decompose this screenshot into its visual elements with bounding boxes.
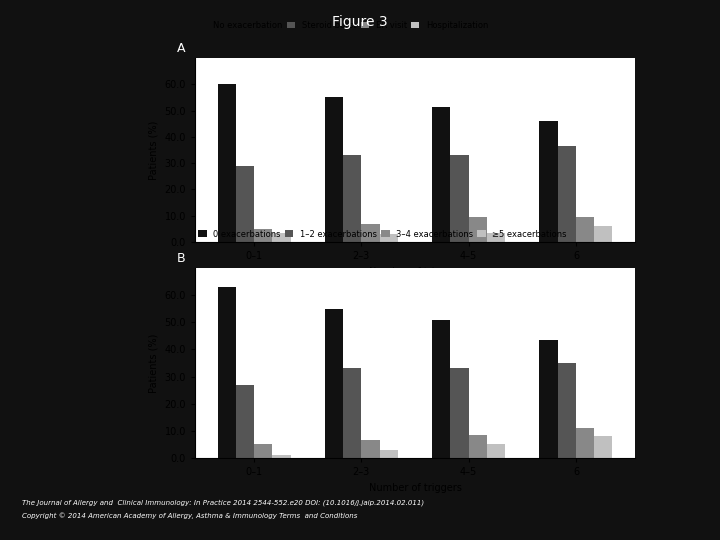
Bar [379,450,398,458]
Bar [272,233,290,242]
Bar [539,340,558,458]
Bar [469,435,487,458]
Bar [235,166,254,242]
Bar [235,384,254,458]
Bar [576,428,594,458]
Bar [487,233,505,242]
Bar [361,224,379,242]
Bar [539,121,558,242]
Bar [325,309,343,458]
Bar [594,436,613,458]
Legend: No exacerbation, Steroid burst, ER visit, Hospitalization: No exacerbation, Steroid burst, ER visit… [195,17,492,33]
Bar [432,106,451,242]
Bar [487,444,505,458]
Bar [432,320,451,458]
Y-axis label: Patients (%): Patients (%) [149,120,159,180]
Text: Copyright © 2014 American Academy of Allergy, Asthma & Immunology Terms  and Con: Copyright © 2014 American Academy of All… [22,512,357,518]
Text: B: B [177,252,186,265]
Text: A: A [177,42,186,55]
Bar [217,287,235,458]
Bar [594,226,613,242]
Y-axis label: Patients (%): Patients (%) [149,333,159,393]
Bar [343,156,361,242]
Legend: 0 exacerbations, 1–2 exacerbations, 3–4 exacerbations, ≥5 exacerbations: 0 exacerbations, 1–2 exacerbations, 3–4 … [195,226,570,242]
Text: The Journal of Allergy and  Clinical Immunology: In Practice 2014 2544-552.e20 D: The Journal of Allergy and Clinical Immu… [22,500,424,506]
Bar [451,368,469,458]
X-axis label: Number of triggers: Number of triggers [369,267,462,276]
Bar [325,97,343,242]
X-axis label: Number of triggers: Number of triggers [369,483,462,492]
Bar [343,368,361,458]
Bar [451,156,469,242]
Bar [469,217,487,242]
Bar [379,234,398,242]
Bar [558,146,576,242]
Bar [576,217,594,242]
Bar [558,363,576,458]
Bar [217,84,235,242]
Bar [254,444,272,458]
Bar [361,440,379,458]
Bar [254,229,272,242]
Text: Figure 3: Figure 3 [332,15,388,29]
Bar [272,455,290,458]
